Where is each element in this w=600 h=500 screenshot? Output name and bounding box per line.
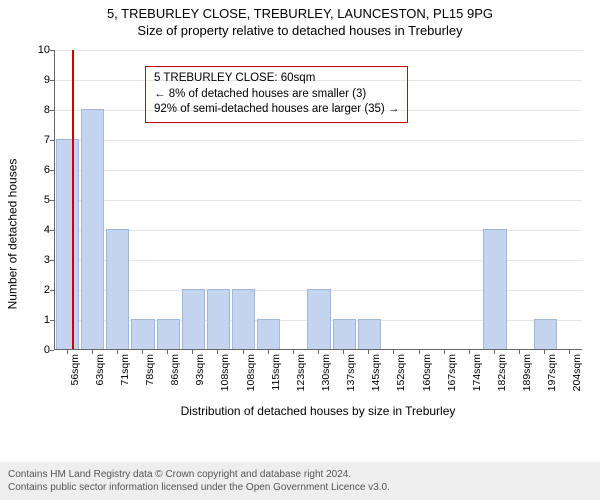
y-tick-label: 0 bbox=[34, 344, 50, 356]
y-tick bbox=[50, 110, 54, 111]
histogram-bar bbox=[257, 319, 280, 349]
histogram-bar bbox=[106, 229, 129, 349]
x-tick-label: 152sqm bbox=[395, 354, 407, 404]
y-tick bbox=[50, 80, 54, 81]
x-tick bbox=[293, 350, 294, 354]
histogram-bar bbox=[333, 319, 356, 349]
grid-line bbox=[55, 200, 582, 201]
y-tick bbox=[50, 260, 54, 261]
y-tick bbox=[50, 50, 54, 51]
x-tick-label: 137sqm bbox=[345, 354, 357, 404]
histogram-bar bbox=[131, 319, 154, 349]
y-tick bbox=[50, 230, 54, 231]
y-tick-label: 1 bbox=[34, 314, 50, 326]
y-tick-label: 10 bbox=[34, 44, 50, 56]
x-tick-label: 189sqm bbox=[521, 354, 533, 404]
grid-line bbox=[55, 50, 582, 51]
x-tick bbox=[268, 350, 269, 354]
chart-container: Number of detached houses 5 TREBURLEY CL… bbox=[0, 44, 600, 424]
footer-line-1: Contains HM Land Registry data © Crown c… bbox=[8, 468, 592, 481]
info-line-3: 92% of semi-detached houses are larger (… bbox=[154, 102, 399, 118]
y-tick bbox=[50, 290, 54, 291]
grid-line bbox=[55, 170, 582, 171]
y-tick bbox=[50, 200, 54, 201]
y-tick bbox=[50, 170, 54, 171]
x-tick-label: 174sqm bbox=[471, 354, 483, 404]
x-tick-label: 197sqm bbox=[546, 354, 558, 404]
x-axis-label: Distribution of detached houses by size … bbox=[54, 404, 582, 418]
histogram-bar bbox=[232, 289, 255, 349]
x-tick-label: 63sqm bbox=[94, 354, 106, 404]
histogram-bar bbox=[358, 319, 381, 349]
x-tick bbox=[419, 350, 420, 354]
property-marker-line bbox=[72, 50, 74, 349]
x-tick-label: 160sqm bbox=[421, 354, 433, 404]
x-tick bbox=[444, 350, 445, 354]
y-tick-label: 7 bbox=[34, 134, 50, 146]
histogram-bar bbox=[307, 289, 330, 349]
histogram-bar bbox=[81, 109, 104, 349]
y-tick-label: 4 bbox=[34, 224, 50, 236]
x-tick-label: 108sqm bbox=[245, 354, 257, 404]
x-tick-label: 145sqm bbox=[370, 354, 382, 404]
y-tick-label: 8 bbox=[34, 104, 50, 116]
histogram-bar bbox=[56, 139, 79, 349]
x-tick-label: 93sqm bbox=[194, 354, 206, 404]
x-tick-label: 56sqm bbox=[69, 354, 81, 404]
page-title-line2: Size of property relative to detached ho… bbox=[0, 21, 600, 38]
x-tick bbox=[117, 350, 118, 354]
x-tick bbox=[67, 350, 68, 354]
plot-area: 5 TREBURLEY CLOSE: 60sqm ← 8% of detache… bbox=[54, 50, 582, 350]
y-tick-label: 9 bbox=[34, 74, 50, 86]
y-tick-label: 5 bbox=[34, 194, 50, 206]
page-title-line1: 5, TREBURLEY CLOSE, TREBURLEY, LAUNCESTO… bbox=[0, 0, 600, 21]
grid-line bbox=[55, 140, 582, 141]
x-tick bbox=[92, 350, 93, 354]
y-tick bbox=[50, 140, 54, 141]
x-tick bbox=[243, 350, 244, 354]
x-tick bbox=[494, 350, 495, 354]
y-axis-label: Number of detached houses bbox=[4, 44, 20, 424]
x-tick bbox=[469, 350, 470, 354]
x-tick-label: 108sqm bbox=[219, 354, 231, 404]
histogram-bar bbox=[483, 229, 506, 349]
y-tick-label: 3 bbox=[34, 254, 50, 266]
x-tick bbox=[343, 350, 344, 354]
x-tick bbox=[167, 350, 168, 354]
footer: Contains HM Land Registry data © Crown c… bbox=[0, 462, 600, 500]
histogram-bar bbox=[182, 289, 205, 349]
info-line-1: 5 TREBURLEY CLOSE: 60sqm bbox=[154, 71, 399, 87]
footer-line-2: Contains public sector information licen… bbox=[8, 481, 592, 494]
x-tick-label: 130sqm bbox=[320, 354, 332, 404]
x-tick-label: 123sqm bbox=[295, 354, 307, 404]
histogram-bar bbox=[534, 319, 557, 349]
x-tick bbox=[519, 350, 520, 354]
x-tick-label: 86sqm bbox=[169, 354, 181, 404]
x-tick-label: 115sqm bbox=[270, 354, 282, 404]
histogram-bar bbox=[157, 319, 180, 349]
histogram-bar bbox=[207, 289, 230, 349]
x-tick-label: 167sqm bbox=[446, 354, 458, 404]
y-tick-label: 2 bbox=[34, 284, 50, 296]
y-tick bbox=[50, 320, 54, 321]
x-tick-label: 182sqm bbox=[496, 354, 508, 404]
marker-info-box: 5 TREBURLEY CLOSE: 60sqm ← 8% of detache… bbox=[145, 66, 408, 123]
y-tick-label: 6 bbox=[34, 164, 50, 176]
x-tick bbox=[318, 350, 319, 354]
x-tick-label: 204sqm bbox=[571, 354, 583, 404]
info-line-2: ← 8% of detached houses are smaller (3) bbox=[154, 87, 399, 103]
x-tick bbox=[142, 350, 143, 354]
x-tick-label: 78sqm bbox=[144, 354, 156, 404]
y-tick bbox=[50, 350, 54, 351]
x-tick-label: 71sqm bbox=[119, 354, 131, 404]
